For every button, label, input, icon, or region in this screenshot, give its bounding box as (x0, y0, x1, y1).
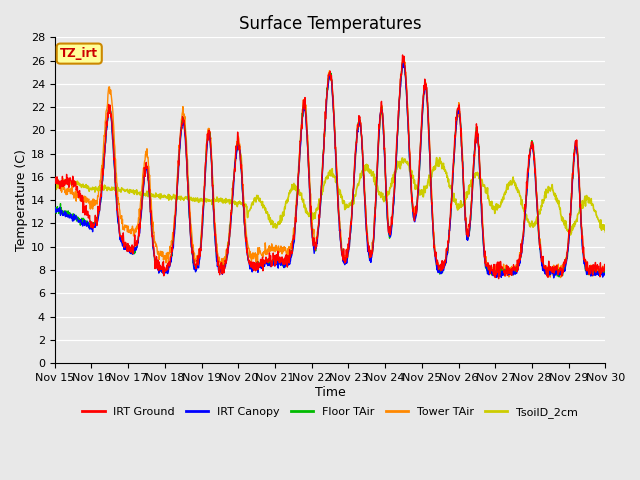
IRT Ground (495, 276, 502, 282)
IRT Canopy (160, 268, 168, 274)
TsoilD_2cm (488, 198, 495, 204)
Line: Tower TAir: Tower TAir (55, 59, 605, 277)
IRT Canopy (399, 60, 407, 66)
Legend: IRT Ground, IRT Canopy, Floor TAir, Tower TAir, TsoilD_2cm: IRT Ground, IRT Canopy, Floor TAir, Towe… (78, 403, 582, 422)
IRT Canopy (173, 185, 181, 191)
IRT Ground (602, 264, 609, 270)
Tower TAir (160, 255, 168, 261)
TsoilD_2cm (51, 185, 59, 191)
IRT Ground (488, 267, 495, 273)
Text: TZ_irt: TZ_irt (60, 47, 99, 60)
Tower TAir (173, 175, 181, 181)
Floor TAir (488, 272, 495, 278)
X-axis label: Time: Time (315, 385, 346, 398)
Tower TAir (536, 239, 544, 245)
IRT Canopy (536, 247, 544, 252)
Tower TAir (235, 136, 243, 142)
IRT Ground (173, 184, 181, 190)
IRT Canopy (51, 205, 59, 211)
Floor TAir (602, 269, 609, 275)
Floor TAir (160, 271, 168, 276)
Tower TAir (51, 180, 59, 186)
Floor TAir (51, 209, 59, 215)
Floor TAir (536, 247, 544, 253)
Tower TAir (557, 275, 564, 280)
Floor TAir (556, 274, 563, 280)
IRT Canopy (488, 271, 495, 276)
IRT Ground (235, 143, 243, 149)
IRT Canopy (235, 142, 243, 148)
Floor TAir (235, 144, 243, 150)
IRT Canopy (602, 271, 609, 276)
TsoilD_2cm (415, 191, 423, 196)
Line: Floor TAir: Floor TAir (55, 62, 605, 277)
Tower TAir (399, 56, 407, 61)
Title: Surface Temperatures: Surface Temperatures (239, 15, 421, 33)
TsoilD_2cm (566, 232, 574, 238)
IRT Ground (416, 156, 424, 162)
Floor TAir (399, 59, 407, 65)
IRT Canopy (550, 275, 557, 281)
IRT Canopy (416, 159, 424, 165)
IRT Ground (537, 245, 545, 251)
TsoilD_2cm (173, 193, 181, 199)
IRT Ground (51, 178, 59, 184)
Line: TsoilD_2cm: TsoilD_2cm (55, 157, 605, 235)
Tower TAir (488, 264, 495, 270)
IRT Ground (399, 52, 406, 58)
TsoilD_2cm (433, 155, 440, 160)
Floor TAir (416, 159, 424, 165)
TsoilD_2cm (160, 194, 168, 200)
Floor TAir (173, 186, 181, 192)
Line: IRT Canopy: IRT Canopy (55, 63, 605, 278)
Tower TAir (416, 160, 424, 166)
Y-axis label: Temperature (C): Temperature (C) (15, 149, 28, 251)
Tower TAir (602, 264, 609, 270)
TsoilD_2cm (536, 206, 544, 212)
TsoilD_2cm (235, 201, 243, 206)
Line: IRT Ground: IRT Ground (55, 55, 605, 279)
TsoilD_2cm (602, 229, 609, 235)
IRT Ground (160, 273, 168, 279)
